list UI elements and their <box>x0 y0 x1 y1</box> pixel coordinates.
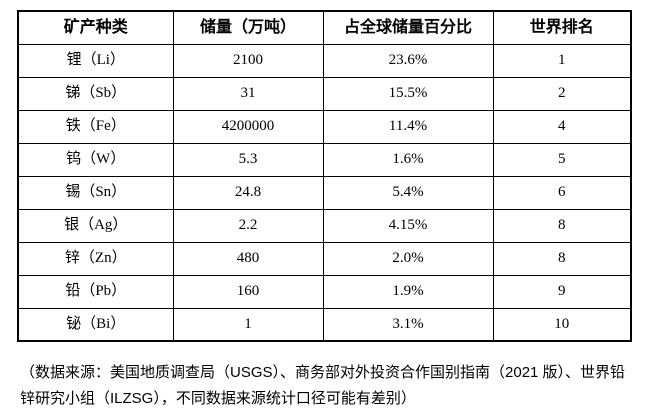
table-row: 铁（Fe） 4200000 11.4% 4 <box>17 109 632 144</box>
table-row: 锡（Sn） 24.8 5.4% 6 <box>17 175 632 210</box>
table-cell: 1 <box>492 43 632 78</box>
table-cell: 15.5% <box>322 76 494 111</box>
table-cell: 锑（Sb） <box>17 76 174 111</box>
table-cell: 锌（Zn） <box>17 241 174 276</box>
table-cell: 8 <box>492 241 632 276</box>
table-row: 铅（Pb） 160 1.9% 9 <box>17 274 632 309</box>
table-cell: 铅（Pb） <box>17 274 174 309</box>
table-row: 铋（Bi） 1 3.1% 10 <box>17 307 632 342</box>
table-cell: 8 <box>492 208 632 243</box>
table-cell: 6 <box>492 175 632 210</box>
table-cell: 锡（Sn） <box>17 175 174 210</box>
column-header-global-share: 占全球储量百分比 <box>322 10 494 45</box>
table-row: 锑（Sb） 31 15.5% 2 <box>17 76 632 111</box>
table-row: 银（Ag） 2.2 4.15% 8 <box>17 208 632 243</box>
table-cell: 2.2 <box>172 208 324 243</box>
table-row: 钨（W） 5.3 1.6% 5 <box>17 142 632 177</box>
table-cell: 4200000 <box>172 109 324 144</box>
table-cell: 23.6% <box>322 43 494 78</box>
table-cell: 锂（Li） <box>17 43 174 78</box>
table-cell: 31 <box>172 76 324 111</box>
table-cell: 铋（Bi） <box>17 307 174 342</box>
table-cell: 1 <box>172 307 324 342</box>
table-cell: 4.15% <box>322 208 494 243</box>
table-cell: 5.4% <box>322 175 494 210</box>
table-cell: 银（Ag） <box>17 208 174 243</box>
table-cell: 4 <box>492 109 632 144</box>
data-source-note-line2: 锌研究小组（ILZSG），不同数据来源统计口径可能有差别） <box>20 390 416 407</box>
table-cell: 2100 <box>172 43 324 78</box>
mineral-reserves-table: 矿产种类 储量（万吨） 占全球储量百分比 世界排名 锂（Li） 2100 23.6%… <box>17 10 632 342</box>
table-cell: 3.1% <box>322 307 494 342</box>
table-cell: 5.3 <box>172 142 324 177</box>
data-source-note: （数据来源：美国地质调查局（USGS）、商务部对外投资合作国别指南（2021 版… <box>20 360 644 412</box>
table-cell: 10 <box>492 307 632 342</box>
column-header-world-rank: 世界排名 <box>492 10 632 45</box>
table-cell: 11.4% <box>322 109 494 144</box>
table-cell: 9 <box>492 274 632 309</box>
table-body: 锂（Li） 2100 23.6% 1 锑（Sb） 31 15.5% 2 铁（Fe） 4200000… <box>17 43 632 342</box>
table-cell: 铁（Fe） <box>17 109 174 144</box>
table-cell: 2 <box>492 76 632 111</box>
table-row: 锂（Li） 2100 23.6% 1 <box>17 43 632 78</box>
table-cell: 160 <box>172 274 324 309</box>
column-header-mineral-type: 矿产种类 <box>17 10 174 45</box>
table-cell: 1.9% <box>322 274 494 309</box>
table-cell: 2.0% <box>322 241 494 276</box>
column-header-reserves: 储量（万吨） <box>172 10 324 45</box>
table-cell: 480 <box>172 241 324 276</box>
table-cell: 1.6% <box>322 142 494 177</box>
table-cell: 24.8 <box>172 175 324 210</box>
table-cell: 钨（W） <box>17 142 174 177</box>
table-header-row: 矿产种类 储量（万吨） 占全球储量百分比 世界排名 <box>17 10 632 45</box>
data-source-note-line1: （数据来源：美国地质调查局（USGS）、商务部对外投资合作国别指南（2021 版… <box>20 364 626 381</box>
table-cell: 5 <box>492 142 632 177</box>
table-row: 锌（Zn） 480 2.0% 8 <box>17 241 632 276</box>
